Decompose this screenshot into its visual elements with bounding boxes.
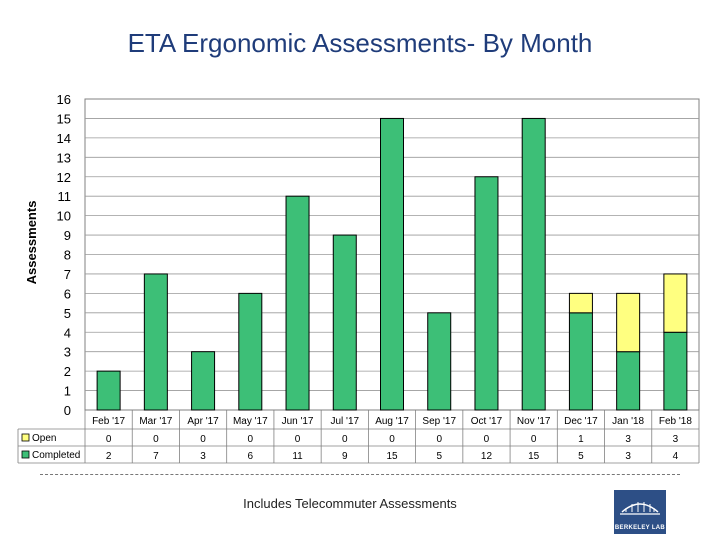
x-tick-label: Aug '17	[375, 416, 409, 427]
data-table-value: 0	[531, 434, 537, 445]
data-table-value: 11	[292, 451, 303, 462]
y-tick-label: 1	[64, 384, 71, 399]
data-table-value: 2	[106, 451, 112, 462]
y-tick-label: 5	[64, 306, 71, 321]
bar-completed	[96, 370, 121, 411]
x-tick-label: Jan '18	[612, 416, 644, 427]
data-table-value: 5	[436, 451, 442, 462]
x-tick-label: Jun '17	[282, 416, 314, 427]
logo-text: BERKELEY LAB	[614, 525, 666, 531]
data-table-value: 15	[386, 451, 398, 462]
y-tick-label: 7	[64, 267, 71, 282]
bar-completed	[191, 351, 216, 411]
data-table-value: 0	[106, 434, 112, 445]
legend-label: Completed	[32, 450, 80, 461]
legend-label: Open	[32, 433, 56, 444]
y-tick-label: 2	[64, 364, 71, 379]
x-tick-label: Apr '17	[187, 416, 219, 427]
bar-completed	[616, 351, 641, 411]
bar-completed	[568, 312, 593, 411]
x-tick-label: Jul '17	[330, 416, 359, 427]
data-table-value: 12	[481, 451, 493, 462]
x-tick-label: Feb '18	[659, 416, 692, 427]
data-table-value: 5	[578, 451, 584, 462]
y-axis-label: Assessments	[24, 201, 39, 285]
y-tick-label: 11	[58, 189, 72, 204]
y-tick-label: 13	[57, 150, 71, 165]
data-table-value: 0	[248, 434, 254, 445]
y-tick-label: 8	[64, 248, 71, 263]
data-table-value: 9	[342, 451, 348, 462]
berkeley-lab-logo: BERKELEY LAB	[614, 490, 666, 534]
bar-completed	[285, 195, 310, 411]
divider-line	[40, 474, 680, 475]
data-table-value: 0	[153, 434, 159, 445]
bar-completed	[663, 331, 688, 411]
lab-building-icon	[620, 502, 660, 515]
y-tick-label: 6	[64, 286, 71, 301]
x-tick-label: Mar '17	[139, 416, 172, 427]
bar-open	[663, 273, 688, 333]
legend-swatch	[21, 450, 30, 459]
data-table-value: 1	[578, 434, 584, 445]
legend-swatch	[21, 433, 30, 442]
bar-completed	[474, 176, 499, 411]
bar-completed	[143, 273, 168, 411]
data-table-value: 4	[673, 451, 679, 462]
y-tick-label: 3	[64, 345, 71, 360]
data-table-value: 0	[436, 434, 442, 445]
data-table-value: 3	[200, 451, 206, 462]
y-tick-label: 14	[57, 131, 71, 146]
data-table-value: 0	[389, 434, 395, 445]
data-table-value: 0	[484, 434, 490, 445]
footnote: Includes Telecommuter Assessments	[243, 496, 457, 511]
y-tick-label: 15	[57, 111, 71, 126]
bar-open	[616, 292, 641, 353]
data-table-value: 7	[153, 451, 159, 462]
data-table-value: 0	[342, 434, 348, 445]
x-tick-label: Dec '17	[564, 416, 598, 427]
bar-completed	[380, 117, 404, 411]
bar-open	[568, 292, 593, 314]
data-table-value: 0	[200, 434, 206, 445]
x-tick-label: Oct '17	[471, 416, 503, 427]
x-tick-label: Feb '17	[92, 416, 125, 427]
bar-completed	[238, 292, 263, 411]
data-table-value: 3	[673, 434, 679, 445]
y-tick-label: 12	[57, 170, 71, 185]
x-tick-label: Sep '17	[422, 416, 456, 427]
data-table-value: 15	[528, 451, 540, 462]
data-table-value: 6	[248, 451, 254, 462]
data-table-value: 0	[295, 434, 301, 445]
bar-completed	[427, 312, 452, 411]
x-tick-label: May '17	[233, 416, 268, 427]
y-tick-label: 10	[57, 209, 71, 224]
y-tick-label: 0	[64, 403, 71, 418]
data-table-value: 3	[625, 451, 631, 462]
x-tick-label: Nov '17	[517, 416, 551, 427]
chart-title: ETA Ergonomic Assessments- By Month	[127, 28, 593, 58]
y-tick-label: 9	[64, 228, 71, 243]
data-table-value: 3	[625, 434, 631, 445]
bar-completed	[521, 117, 546, 411]
y-tick-label: 4	[64, 325, 71, 340]
bar-completed	[332, 234, 357, 411]
y-tick-label: 16	[57, 92, 71, 107]
